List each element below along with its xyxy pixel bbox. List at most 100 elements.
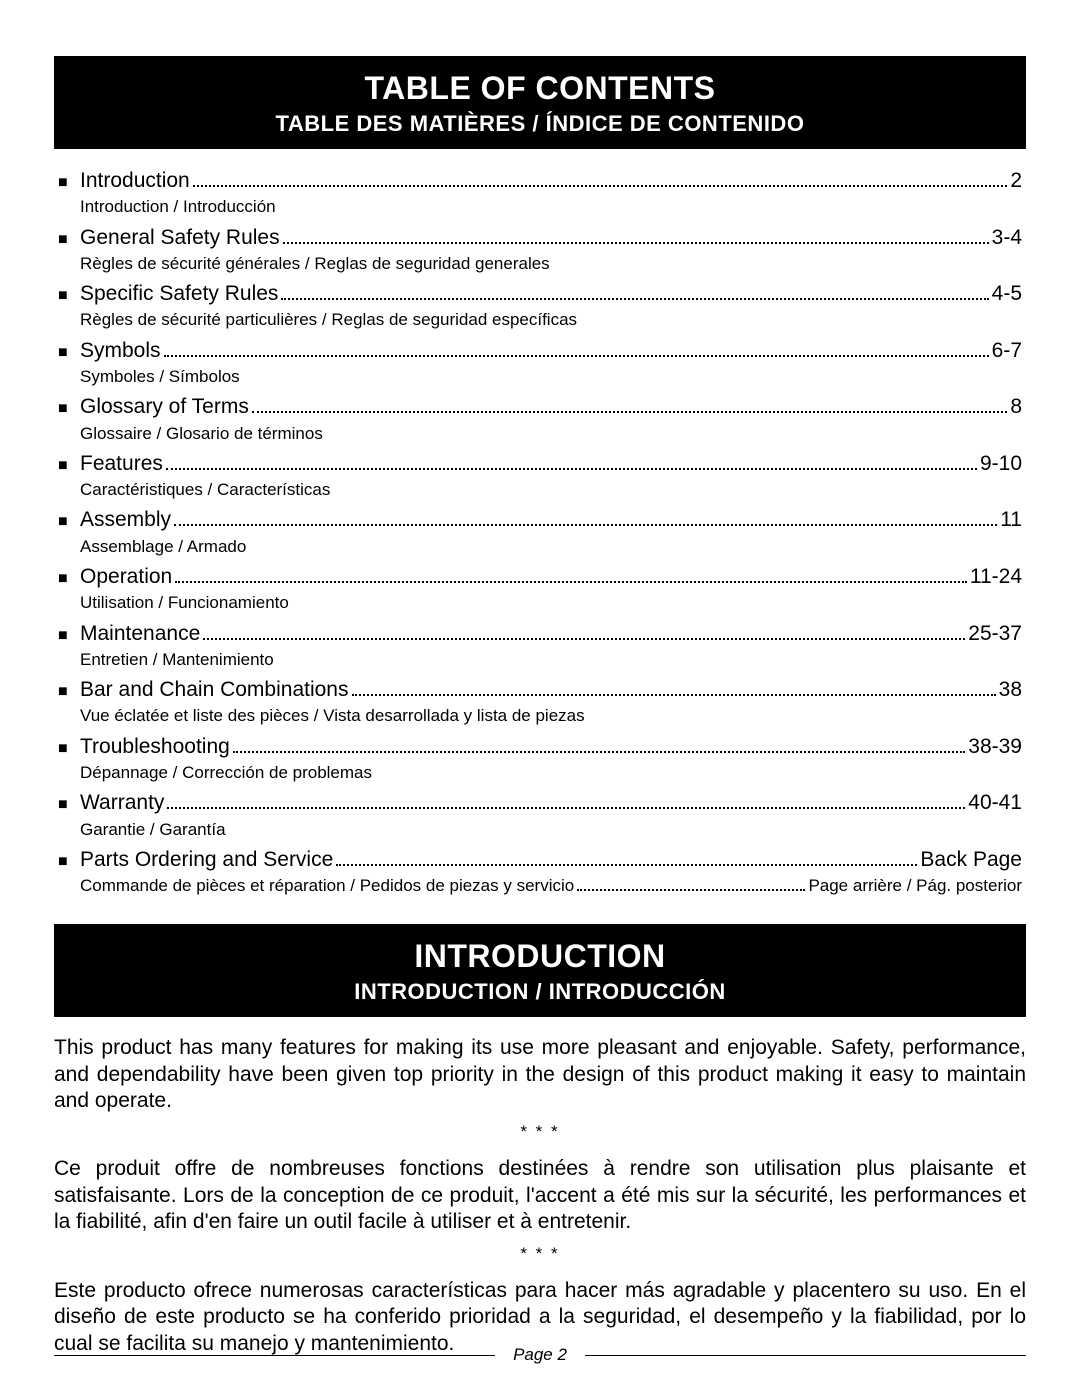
toc-sub-label: Introduction / Introducción <box>80 197 1022 217</box>
toc-leader-dots <box>193 185 1008 187</box>
toc-leader-dots <box>283 242 989 244</box>
toc-sub-label: Vue éclatée et liste des pièces / Vista … <box>80 706 1022 726</box>
toc-subtitle: Table des Matières / Índice de Contenido <box>64 111 1016 137</box>
toc-entry: ■Specific Safety Rules 4-5Règles de sécur… <box>58 280 1022 331</box>
toc-page: Back Page <box>920 846 1022 874</box>
toc-leader-dots <box>164 355 989 357</box>
toc-label: Bar and Chain Combinations <box>80 676 349 704</box>
toc-sub-label: Utilisation / Funcionamiento <box>80 593 1022 613</box>
toc-leader-dots <box>166 468 977 470</box>
toc-leader-dots <box>167 807 965 809</box>
toc-label: Operation <box>80 563 172 591</box>
toc-entry: ■Warranty 40-41 Garantie / Garantía <box>58 789 1022 840</box>
toc-page: 11 <box>1000 506 1022 534</box>
toc-page: 38 <box>999 676 1022 704</box>
toc-title: Table of Contents <box>64 70 1016 107</box>
bullet-icon: ■ <box>58 848 80 875</box>
introduction-section: Introduction Introduction / Introducción… <box>54 924 1026 1357</box>
bullet-icon: ■ <box>58 282 80 309</box>
toc-leader-dots <box>203 638 965 640</box>
toc-label: Symbols <box>80 337 161 365</box>
toc-page: 11-24 <box>970 563 1022 591</box>
intro-header: Introduction Introduction / Introducción <box>54 924 1026 1017</box>
toc-page: 40-41 <box>968 789 1022 817</box>
toc-leader-dots <box>174 524 997 526</box>
bullet-icon: ■ <box>58 452 80 479</box>
intro-subtitle: Introduction / Introducción <box>64 979 1016 1005</box>
bullet-icon: ■ <box>58 339 80 366</box>
toc-sub-row: Commande de pièces et réparation / Pedid… <box>80 876 1022 896</box>
toc-page: 6-7 <box>992 337 1022 365</box>
toc-main-row: ■Introduction 2 <box>58 167 1022 196</box>
toc-leader-dots <box>281 298 988 300</box>
bullet-icon: ■ <box>58 735 80 762</box>
bullet-icon: ■ <box>58 622 80 649</box>
toc-entry: ■Parts Ordering and Service Back Page Comm… <box>58 846 1022 896</box>
toc-sub-label: Assemblage / Armado <box>80 537 1022 557</box>
toc-sub-label: Commande de pièces et réparation / Pedid… <box>80 876 574 896</box>
toc-leader-dots <box>577 889 805 891</box>
toc-sub-page: Page arrière / Pág. posterior <box>808 876 1022 896</box>
toc-entry: ■Symbols 6-7Symboles / Símbolos <box>58 337 1022 388</box>
toc-entry: ■Features9-10Caractéristiques / Caracter… <box>58 450 1022 501</box>
toc-main-row: ■Assembly 11 <box>58 506 1022 535</box>
toc-main-row: ■Troubleshooting 38-39 <box>58 733 1022 762</box>
bullet-icon: ■ <box>58 565 80 592</box>
separator-stars: * * * <box>54 1122 1026 1142</box>
toc-main-row: ■Maintenance25-37 <box>58 620 1022 649</box>
toc-main-row: ■Parts Ordering and Service Back Page <box>58 846 1022 875</box>
toc-main-row: ■Glossary of Terms 8 <box>58 393 1022 422</box>
toc-sub-label: Règles de sécurité particulières / Regla… <box>80 310 1022 330</box>
toc-main-row: ■Operation 11-24 <box>58 563 1022 592</box>
toc-main-row: ■Bar and Chain Combinations 38 <box>58 676 1022 705</box>
intro-paragraph-fr: Ce produit offre de nombreuses fonctions… <box>54 1156 1026 1235</box>
toc-leader-dots <box>336 864 917 866</box>
bullet-icon: ■ <box>58 395 80 422</box>
toc-entry: ■Introduction 2Introduction / Introducció… <box>58 167 1022 218</box>
toc-label: Features <box>80 450 163 478</box>
toc-entry: ■Troubleshooting 38-39Dépannage / Correcc… <box>58 733 1022 784</box>
bullet-icon: ■ <box>58 791 80 818</box>
toc-label: Assembly <box>80 506 171 534</box>
toc-sub-label: Dépannage / Corrección de problemas <box>80 763 1022 783</box>
toc-label: Troubleshooting <box>80 733 230 761</box>
toc-entry: ■Bar and Chain Combinations 38Vue éclatée… <box>58 676 1022 727</box>
bullet-icon: ■ <box>58 678 80 705</box>
toc-list: ■Introduction2Introduction / Introducció… <box>54 167 1026 896</box>
toc-sub-label: Règles de sécurité générales / Reglas de… <box>80 254 1022 274</box>
toc-label: Glossary of Terms <box>80 393 249 421</box>
toc-label: Maintenance <box>80 620 200 648</box>
toc-label: General Safety Rules <box>80 224 280 252</box>
page-footer: Page 2 <box>54 1345 1026 1365</box>
toc-sub-label: Glossaire / Glosario de términos <box>80 424 1022 444</box>
toc-page: 8 <box>1010 393 1022 421</box>
toc-entry: ■General Safety Rules3-4Règles de sécuri… <box>58 224 1022 275</box>
toc-label: Specific Safety Rules <box>80 280 278 308</box>
separator-stars: * * * <box>54 1244 1026 1264</box>
toc-label: Warranty <box>80 789 164 817</box>
toc-sub-label: Symboles / Símbolos <box>80 367 1022 387</box>
toc-entry: ■Assembly 11 Assemblage / Armado <box>58 506 1022 557</box>
toc-leader-dots <box>352 694 996 696</box>
toc-main-row: ■Symbols 6-7 <box>58 337 1022 366</box>
toc-entry: ■Glossary of Terms 8 Glossaire / Glosario … <box>58 393 1022 444</box>
toc-label: Parts Ordering and Service <box>80 846 333 874</box>
page-number: Page 2 <box>513 1345 567 1365</box>
toc-page: 2 <box>1010 167 1022 195</box>
intro-title: Introduction <box>64 938 1016 975</box>
bullet-icon: ■ <box>58 508 80 535</box>
toc-label: Introduction <box>80 167 190 195</box>
toc-leader-dots <box>252 411 1007 413</box>
bullet-icon: ■ <box>58 169 80 196</box>
toc-sub-label: Entretien / Mantenimiento <box>80 650 1022 670</box>
toc-main-row: ■Specific Safety Rules 4-5 <box>58 280 1022 309</box>
toc-entry: ■Operation 11-24Utilisation / Funcionamie… <box>58 563 1022 614</box>
toc-page: 4-5 <box>992 280 1022 308</box>
toc-sub-label: Garantie / Garantía <box>80 820 1022 840</box>
toc-entry: ■Maintenance25-37Entretien / Mantenimien… <box>58 620 1022 671</box>
toc-page: 9-10 <box>980 450 1022 478</box>
toc-leader-dots <box>233 751 965 753</box>
toc-main-row: ■Warranty 40-41 <box>58 789 1022 818</box>
toc-main-row: ■General Safety Rules3-4 <box>58 224 1022 253</box>
toc-page: 38-39 <box>968 733 1022 761</box>
